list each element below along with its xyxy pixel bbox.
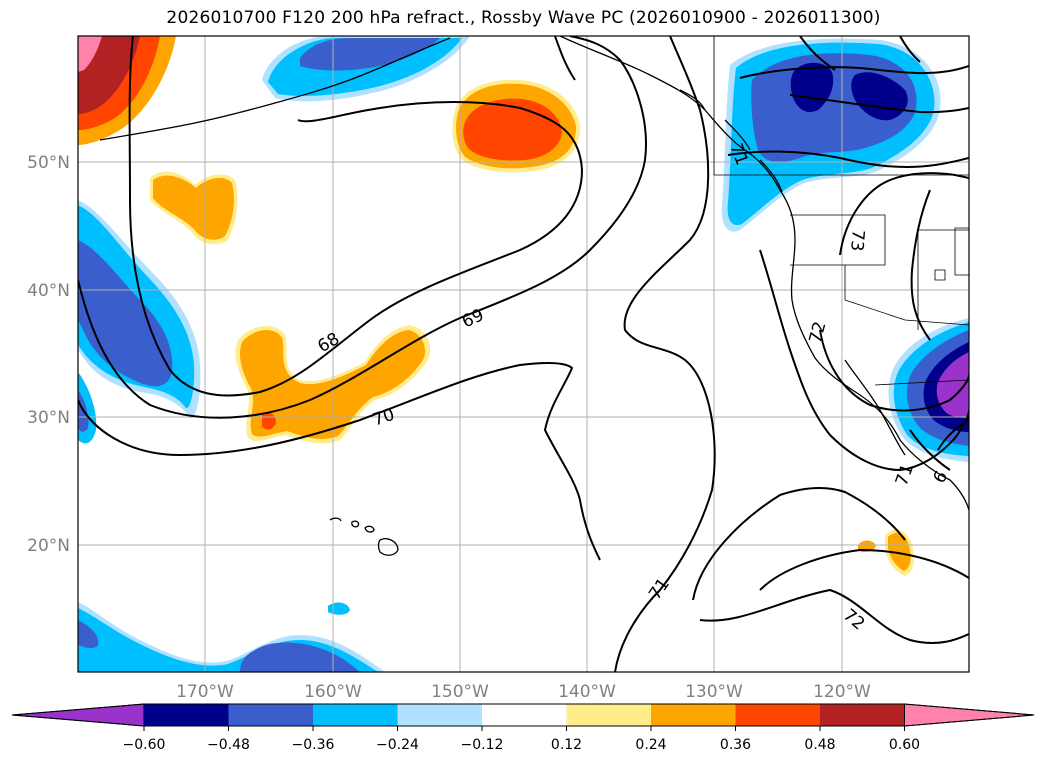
lat-label-40n: 40°N: [27, 281, 70, 301]
positive-anomaly-regions: [78, 36, 914, 576]
contour-label-73: 73: [846, 229, 868, 252]
lon-label-140w: 140°W: [558, 682, 616, 702]
map-panel: 68 69 70 71 71 72 72 71 73 6: [78, 36, 969, 672]
colorbar-swatch-6: [566, 704, 651, 726]
colorbar: −0.60 −0.48 −0.36 −0.24 −0.12 0.12 0.24 …: [11, 703, 1035, 753]
longitude-labels: 170°W 160°W 150°W 140°W 130°W 120°W: [176, 682, 871, 702]
colorbar-swatch-4: [397, 704, 482, 726]
colorbar-swatch-8: [735, 704, 820, 726]
political-borders: [713, 36, 969, 386]
lon-label-120w: 120°W: [813, 682, 871, 702]
map-frame: [77, 35, 970, 673]
contour-lines: [78, 36, 969, 672]
lat-label-50n: 50°N: [27, 153, 70, 173]
colorbar-swatch-5: [482, 704, 567, 726]
lon-label-160w: 160°W: [304, 682, 362, 702]
coastlines: [99, 36, 969, 556]
colorbar-swatch-3: [313, 704, 398, 726]
colorbar-swatch-2: [228, 704, 313, 726]
lon-label-150w: 150°W: [431, 682, 489, 702]
colorbar-tick-6: 0.12: [551, 737, 582, 753]
lon-label-130w: 130°W: [685, 682, 743, 702]
colorbar-swatch-1: [144, 704, 229, 726]
colorbar-tick-3: −0.36: [292, 737, 335, 753]
colorbar-swatch-9: [820, 704, 905, 726]
negative-anomaly-regions: [78, 36, 969, 672]
colorbar-tick-9: 0.48: [804, 737, 835, 753]
gridlines: [78, 36, 969, 672]
lat-label-30n: 30°N: [27, 408, 70, 428]
colorbar-swatch-7: [651, 704, 736, 726]
colorbar-tick-1: −0.60: [123, 737, 166, 753]
colorbar-tick-7: 0.24: [635, 737, 666, 753]
lon-label-170w: 170°W: [176, 682, 234, 702]
colorbar-tick-10: 0.60: [889, 737, 920, 753]
colorbar-extend-low: [11, 703, 145, 727]
colorbar-tick-2: −0.48: [207, 737, 250, 753]
colorbar-extend-high: [904, 703, 1035, 727]
map-title: 2026010700 F120 200 hPa refract., Rossby…: [166, 8, 881, 28]
colorbar-tick-4: −0.24: [376, 737, 419, 753]
lat-label-20n: 20°N: [27, 536, 70, 556]
colorbar-tick-8: 0.36: [720, 737, 751, 753]
colorbar-tick-5: −0.12: [461, 737, 504, 753]
latitude-labels: 50°N 40°N 30°N 20°N: [27, 153, 70, 556]
